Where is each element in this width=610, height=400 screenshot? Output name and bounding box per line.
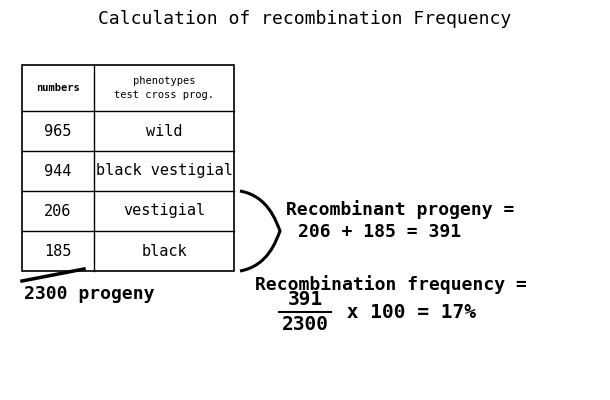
Text: numbers: numbers xyxy=(36,83,80,93)
Text: wild: wild xyxy=(146,124,182,138)
Text: Recombination frequency =: Recombination frequency = xyxy=(255,275,527,294)
Text: 391: 391 xyxy=(287,290,323,309)
Text: 185: 185 xyxy=(45,244,72,258)
Text: Recombinant progeny =: Recombinant progeny = xyxy=(286,200,514,219)
Text: 206 + 185 = 391: 206 + 185 = 391 xyxy=(298,223,461,241)
Text: phenotypes
test cross prog.: phenotypes test cross prog. xyxy=(114,76,214,100)
Bar xyxy=(22,65,234,271)
Text: black vestigial: black vestigial xyxy=(96,164,232,178)
Text: 944: 944 xyxy=(45,164,72,178)
Text: Calculation of recombination Frequency: Calculation of recombination Frequency xyxy=(98,10,512,28)
Text: 2300 progeny: 2300 progeny xyxy=(24,285,154,303)
Text: vestigial: vestigial xyxy=(123,204,205,218)
Text: black: black xyxy=(141,244,187,258)
Text: 2300: 2300 xyxy=(281,315,329,334)
Text: 206: 206 xyxy=(45,204,72,218)
Text: x 100 = 17%: x 100 = 17% xyxy=(335,302,476,322)
Text: 965: 965 xyxy=(45,124,72,138)
